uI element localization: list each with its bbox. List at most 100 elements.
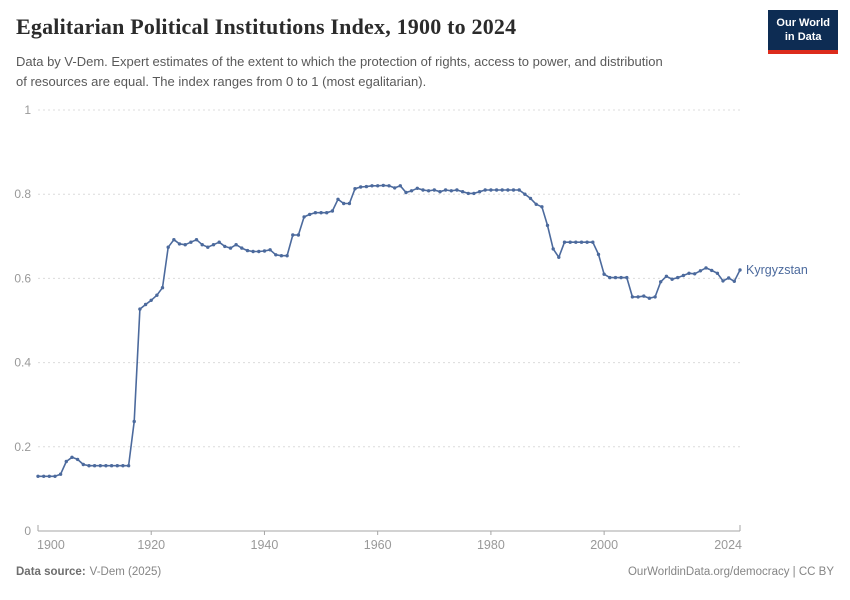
owid-logo[interactable]: Our World in Data — [768, 10, 838, 54]
data-point[interactable] — [579, 240, 584, 244]
data-point[interactable] — [75, 457, 80, 462]
data-point[interactable] — [183, 243, 187, 247]
data-point[interactable] — [438, 190, 442, 194]
data-point[interactable] — [200, 243, 204, 247]
data-point[interactable] — [240, 246, 244, 250]
data-point[interactable] — [387, 184, 391, 188]
data-point[interactable] — [466, 191, 470, 196]
data-point[interactable] — [143, 302, 148, 307]
data-point[interactable] — [636, 295, 640, 299]
data-point[interactable] — [313, 211, 318, 215]
data-point[interactable] — [551, 247, 555, 251]
data-point[interactable] — [189, 240, 193, 244]
data-point[interactable] — [704, 266, 708, 270]
data-point[interactable] — [245, 248, 250, 253]
data-point[interactable] — [613, 275, 618, 280]
data-point[interactable] — [98, 464, 103, 468]
data-point[interactable] — [687, 271, 691, 275]
data-point[interactable] — [251, 249, 255, 254]
data-point[interactable] — [126, 464, 131, 468]
data-point[interactable] — [149, 298, 153, 302]
data-point[interactable] — [211, 243, 216, 247]
data-point[interactable] — [398, 184, 402, 188]
data-point[interactable] — [132, 419, 136, 424]
data-point[interactable] — [528, 196, 533, 201]
chart-line-kyrgyzstan[interactable] — [37, 184, 741, 478]
data-point[interactable] — [58, 472, 63, 476]
data-point[interactable] — [664, 274, 669, 278]
data-point[interactable] — [177, 242, 182, 246]
data-point[interactable] — [460, 190, 465, 194]
data-point[interactable] — [647, 296, 652, 300]
data-point[interactable] — [330, 209, 335, 213]
data-point[interactable] — [506, 188, 510, 192]
data-point[interactable] — [138, 307, 142, 311]
data-point[interactable] — [727, 276, 731, 280]
data-point[interactable] — [393, 186, 397, 190]
data-point[interactable] — [308, 212, 312, 217]
data-point[interactable] — [257, 249, 261, 254]
data-point[interactable] — [285, 254, 289, 258]
data-point[interactable] — [534, 202, 538, 206]
data-point[interactable] — [676, 275, 680, 280]
data-point[interactable] — [64, 459, 69, 464]
data-point[interactable] — [630, 295, 635, 299]
data-point[interactable] — [698, 269, 703, 273]
data-point[interactable] — [659, 280, 663, 284]
data-point[interactable] — [121, 464, 125, 468]
data-point[interactable] — [472, 191, 476, 196]
data-point[interactable] — [206, 245, 210, 249]
data-point[interactable] — [670, 277, 674, 281]
data-point[interactable] — [562, 240, 567, 244]
data-point[interactable] — [732, 279, 736, 283]
data-point[interactable] — [449, 189, 453, 193]
data-point[interactable] — [319, 211, 323, 215]
entity-label-kyrgyzstan[interactable]: Kyrgyzstan — [746, 263, 808, 277]
data-point[interactable] — [500, 188, 504, 192]
data-point[interactable] — [104, 464, 108, 468]
data-point[interactable] — [274, 253, 278, 257]
data-point[interactable] — [223, 244, 227, 249]
data-point[interactable] — [109, 464, 114, 468]
data-point[interactable] — [415, 186, 419, 190]
data-point[interactable] — [172, 238, 176, 242]
data-point[interactable] — [421, 188, 425, 192]
data-point[interactable] — [325, 211, 329, 215]
data-point[interactable] — [545, 223, 550, 228]
data-point[interactable] — [92, 464, 97, 468]
data-point[interactable] — [228, 246, 233, 250]
data-point[interactable] — [455, 188, 459, 192]
data-point[interactable] — [353, 187, 357, 191]
data-point[interactable] — [443, 188, 448, 192]
data-point[interactable] — [681, 273, 686, 278]
data-point[interactable] — [279, 254, 284, 258]
data-point[interactable] — [347, 201, 352, 206]
data-point[interactable] — [160, 286, 165, 290]
data-point[interactable] — [483, 188, 487, 192]
data-point[interactable] — [155, 293, 159, 297]
data-point[interactable] — [568, 240, 572, 244]
data-point[interactable] — [721, 279, 725, 283]
data-point[interactable] — [194, 238, 199, 242]
data-point[interactable] — [342, 201, 346, 206]
data-point[interactable] — [608, 275, 612, 280]
data-point[interactable] — [53, 474, 57, 478]
data-point[interactable] — [602, 272, 606, 276]
data-point[interactable] — [585, 240, 589, 244]
data-point[interactable] — [47, 474, 51, 478]
credit-link[interactable]: OurWorldinData.org/democracy | CC BY — [627, 566, 834, 578]
data-point[interactable] — [42, 474, 46, 478]
data-point[interactable] — [81, 462, 86, 467]
data-point[interactable] — [494, 188, 499, 192]
data-point[interactable] — [596, 252, 601, 257]
data-point[interactable] — [619, 275, 623, 280]
data-point[interactable] — [477, 190, 482, 194]
data-point[interactable] — [409, 189, 414, 193]
data-point[interactable] — [540, 205, 544, 209]
data-point[interactable] — [426, 189, 431, 193]
data-point[interactable] — [36, 474, 40, 478]
data-point[interactable] — [70, 455, 74, 459]
data-point[interactable] — [511, 188, 516, 192]
data-point[interactable] — [336, 197, 340, 201]
data-point[interactable] — [370, 184, 374, 188]
